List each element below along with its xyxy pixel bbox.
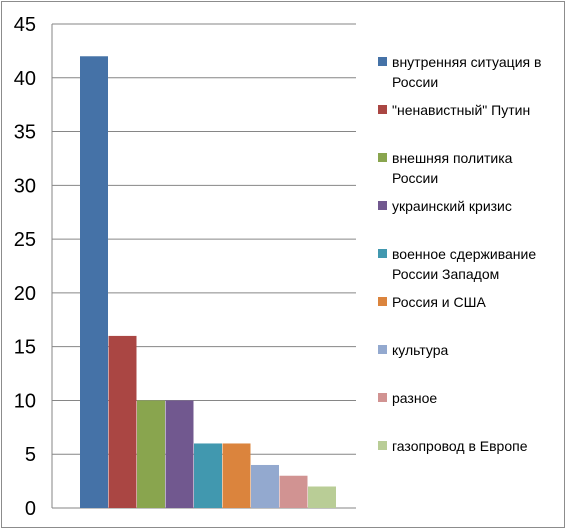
- y-tick-label: 20: [14, 283, 36, 305]
- y-tick-label: 45: [14, 14, 36, 36]
- y-tick-label: 25: [14, 229, 36, 251]
- legend-swatch: [378, 345, 387, 354]
- bar: [222, 443, 251, 508]
- legend-swatch: [378, 393, 387, 402]
- y-tick-label: 30: [14, 175, 36, 197]
- y-tick-label: 15: [14, 337, 36, 359]
- legend-swatch: [378, 201, 387, 210]
- legend-swatch: [378, 105, 387, 114]
- y-tick-label: 5: [25, 444, 36, 466]
- bar: [165, 400, 194, 508]
- legend-label: "ненавистный" Путин: [392, 102, 531, 118]
- legend-label: газопровод в Европе: [392, 438, 528, 454]
- legend-swatch: [378, 297, 387, 306]
- legend-swatch: [378, 249, 387, 258]
- legend-swatch: [378, 441, 387, 450]
- bar: [279, 475, 308, 508]
- y-tick-label: 0: [25, 498, 36, 520]
- legend-swatch: [378, 57, 387, 66]
- bar: [194, 443, 222, 508]
- bar: [108, 335, 137, 508]
- bar: [308, 486, 336, 508]
- legend-label: военное сдерживание России Западом: [392, 246, 537, 282]
- legend-swatch: [378, 153, 387, 162]
- legend-label: внешняя политика России: [392, 150, 513, 186]
- legend-label: украинский кризис: [392, 198, 512, 214]
- bar: [251, 464, 279, 508]
- legend-label: культура: [392, 342, 449, 358]
- y-tick-label: 40: [14, 68, 36, 90]
- bar: [137, 400, 165, 508]
- legend-label: внутренняя ситуация в России: [392, 54, 542, 90]
- bar: [80, 56, 108, 509]
- legend-label: Россия и США: [392, 294, 486, 310]
- legend-label: разное: [392, 390, 438, 406]
- y-tick-label: 35: [14, 122, 36, 144]
- y-tick-label: 10: [14, 390, 36, 412]
